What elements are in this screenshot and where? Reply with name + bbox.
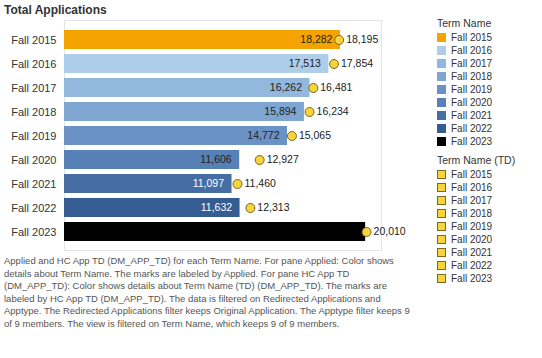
html-text:Fall 2019: Fall 2019 bbox=[451, 84, 493, 95]
svg-text:15,894: 15,894 bbox=[264, 105, 296, 117]
html-text:Fall 2023: Fall 2023 bbox=[451, 273, 493, 284]
html-text:Total Applications: Total Applications bbox=[4, 3, 107, 17]
svg-text:12,927: 12,927 bbox=[267, 153, 299, 165]
svg-text:15,065: 15,065 bbox=[299, 129, 331, 141]
svg-text:Fall 2020: Fall 2020 bbox=[11, 154, 56, 166]
svg-text:11,097: 11,097 bbox=[193, 177, 224, 189]
svg-text:Fall 2023: Fall 2023 bbox=[11, 226, 56, 238]
svg-text:Fall 2022: Fall 2022 bbox=[11, 202, 56, 214]
svg-text:20,010: 20,010 bbox=[374, 225, 406, 237]
svg-text:12,313: 12,313 bbox=[257, 201, 289, 213]
svg-text:16,262: 16,262 bbox=[270, 81, 302, 93]
html-text:Fall 2015: Fall 2015 bbox=[451, 169, 493, 180]
html-text:Fall 2017: Fall 2017 bbox=[451, 58, 493, 69]
html-text:Applied and HC App TD (DM_APP_: Applied and HC App TD (DM_APP_TD) for ea… bbox=[4, 255, 410, 329]
html-text:Fall 2018: Fall 2018 bbox=[451, 71, 493, 82]
svg-text:17,854: 17,854 bbox=[341, 57, 373, 69]
html-text:Fall 2021: Fall 2021 bbox=[451, 110, 493, 121]
html-text:Fall 2022: Fall 2022 bbox=[451, 260, 493, 271]
html-text:Term Name (TD): Term Name (TD) bbox=[437, 154, 516, 166]
svg-text:Fall 2016: Fall 2016 bbox=[11, 58, 56, 70]
html-text:Fall 2016: Fall 2016 bbox=[451, 182, 493, 193]
html-text:Fall 2019: Fall 2019 bbox=[451, 221, 493, 232]
html-text:Fall 2023: Fall 2023 bbox=[451, 136, 493, 147]
svg-text:14,772: 14,772 bbox=[247, 129, 279, 141]
html-text:Fall 2020: Fall 2020 bbox=[451, 97, 493, 108]
html-text:Fall 2021: Fall 2021 bbox=[451, 247, 493, 258]
html-text:Fall 2017: Fall 2017 bbox=[451, 195, 493, 206]
svg-text:11,460: 11,460 bbox=[244, 177, 275, 189]
svg-text:18,195: 18,195 bbox=[346, 33, 378, 45]
html-text:Fall 2015: Fall 2015 bbox=[451, 32, 493, 43]
svg-text:17,513: 17,513 bbox=[289, 57, 321, 69]
svg-text:Fall 2019: Fall 2019 bbox=[11, 130, 56, 142]
html-text:Fall 2018: Fall 2018 bbox=[451, 208, 493, 219]
svg-text:16,234: 16,234 bbox=[317, 105, 349, 117]
html-text:Fall 2016: Fall 2016 bbox=[451, 45, 493, 56]
svg-text:Fall 2018: Fall 2018 bbox=[11, 106, 56, 118]
html-text:Fall 2020: Fall 2020 bbox=[451, 234, 493, 245]
svg-text:18,282: 18,282 bbox=[300, 33, 332, 45]
html-text:Fall 2022: Fall 2022 bbox=[451, 123, 493, 134]
svg-text:Fall 2015: Fall 2015 bbox=[11, 34, 56, 46]
svg-text:16,481: 16,481 bbox=[320, 81, 352, 93]
svg-text:11,606: 11,606 bbox=[200, 153, 231, 165]
svg-text:Fall 2017: Fall 2017 bbox=[11, 82, 56, 94]
svg-text:Fall 2021: Fall 2021 bbox=[11, 178, 56, 190]
html-text:Term Name: Term Name bbox=[437, 17, 492, 29]
svg-text:11,632: 11,632 bbox=[201, 201, 232, 213]
